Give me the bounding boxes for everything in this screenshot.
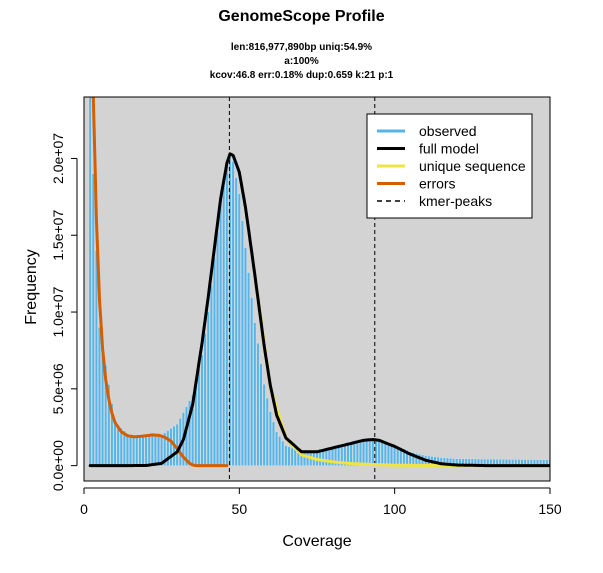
legend-label: kmer-peaks	[419, 193, 492, 209]
y-tick-label: 1.5e+07	[50, 210, 66, 261]
observed-bar	[113, 422, 117, 466]
observed-bar	[377, 439, 381, 466]
observed-bar	[150, 435, 154, 466]
observed-bar	[365, 439, 368, 466]
observed-bar	[278, 436, 281, 466]
x-tick-label: 50	[232, 501, 248, 517]
observed-bar	[166, 430, 170, 466]
observed-bar	[138, 435, 142, 466]
observed-bar	[359, 439, 362, 466]
observed-bar	[290, 447, 294, 466]
observed-bar	[281, 440, 285, 466]
observed-bar	[340, 443, 344, 466]
observed-histogram	[88, 97, 550, 466]
observed-bar	[287, 446, 291, 466]
observed-bar	[234, 177, 238, 466]
y-tick-label: 2.0e+07	[50, 133, 66, 184]
observed-bar	[293, 449, 297, 466]
observed-bar	[269, 411, 272, 466]
observed-bar	[98, 327, 101, 466]
full-model-line	[88, 152, 550, 468]
x-axis-title: Coverage	[282, 533, 352, 550]
observed-bar	[88, 97, 92, 466]
observed-bar	[343, 443, 347, 466]
observed-bar	[225, 165, 229, 466]
observed-bar	[169, 428, 173, 466]
observed-bar	[219, 204, 222, 466]
observed-bar	[157, 434, 160, 466]
observed-bar	[256, 343, 260, 466]
x-tick-label: 0	[80, 501, 88, 517]
observed-bar	[216, 231, 219, 466]
plot-frame	[83, 96, 551, 482]
observed-bar	[203, 333, 207, 466]
observed-bar	[206, 311, 210, 466]
observed-bar	[356, 440, 359, 466]
chart-title: GenomeScope Profile	[218, 8, 385, 25]
legend-label: observed	[419, 123, 477, 139]
observed-bar	[368, 438, 372, 466]
chart-subtitle-line-1: len:816,977,890bp uniq:54.9%	[230, 42, 373, 53]
observed-bar	[262, 384, 266, 466]
chart-subtitle-line-3: kcov:46.8 err:0.18% dup:0.659 k:21 p:1	[209, 70, 394, 81]
observed-bar	[132, 436, 135, 466]
observed-bar	[147, 435, 151, 466]
observed-bar	[284, 445, 288, 466]
observed-bar	[135, 435, 139, 466]
y-axis-title: Frequency	[23, 249, 40, 325]
plot-content	[88, 97, 550, 481]
observed-bar	[303, 451, 306, 466]
observed-bar	[123, 430, 126, 466]
x-tick-label: 100	[383, 501, 407, 517]
legend-label: errors	[419, 176, 456, 192]
observed-bar	[91, 173, 95, 466]
observed-bar	[163, 432, 167, 466]
observed-bar	[175, 423, 179, 466]
observed-bar	[265, 397, 269, 466]
observed-bar	[331, 446, 334, 466]
legend-label: unique sequence	[419, 158, 526, 174]
observed-bar	[275, 431, 278, 466]
observed-bar	[362, 439, 365, 466]
observed-bar	[144, 435, 148, 466]
y-tick-label: 5.0e+06	[50, 363, 66, 414]
observed-bar	[241, 220, 244, 466]
observed-bar	[126, 433, 129, 466]
observed-bar	[209, 284, 213, 466]
observed-bar	[244, 247, 247, 466]
observed-bar	[213, 258, 216, 466]
observed-bar	[352, 441, 356, 466]
chart-subtitle-line-2: a:100%	[284, 56, 319, 67]
observed-bar	[387, 442, 390, 466]
observed-bar	[321, 448, 325, 466]
observed-bar	[380, 440, 384, 466]
observed-bar	[231, 161, 235, 466]
observed-bar	[272, 421, 275, 466]
legend-label: full model	[419, 141, 479, 157]
observed-bar	[95, 250, 98, 466]
observed-bar	[247, 272, 250, 466]
observed-bar	[141, 435, 145, 466]
errors-line	[91, 97, 229, 468]
observed-bar	[154, 435, 157, 466]
observed-bar	[250, 297, 254, 466]
observed-bar	[116, 425, 120, 466]
observed-bar	[200, 354, 204, 466]
observed-bar	[253, 322, 257, 466]
x-tick-label: 150	[538, 501, 562, 517]
x-axis: 0 50 100 150	[80, 487, 562, 517]
observed-bar	[371, 438, 375, 466]
observed-bar	[237, 193, 241, 466]
y-tick-label: 1.0e+07	[50, 286, 66, 337]
observed-bar	[129, 436, 132, 466]
y-tick-label: 0.0e+00	[50, 440, 66, 491]
observed-bar	[259, 363, 263, 466]
y-axis: 0.0e+00 5.0e+06 1.0e+07 1.5e+07 2.0e+07	[50, 133, 78, 491]
observed-bar	[197, 368, 201, 466]
observed-bar	[188, 400, 191, 466]
observed-bar	[383, 441, 387, 466]
observed-bar	[222, 185, 226, 466]
